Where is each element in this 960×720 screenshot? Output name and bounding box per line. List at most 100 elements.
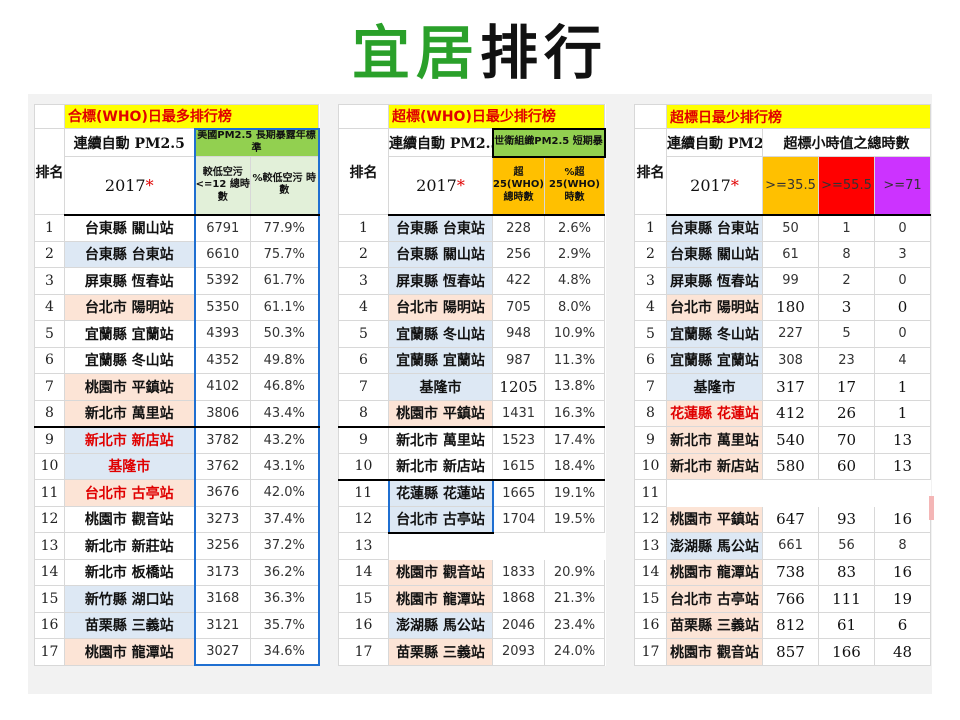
table-row: 9 新北市 萬里站 1523 17.4% [338, 426, 605, 454]
table-who-most-compliant: 合標(WHO)日最多排行榜 排名 連續自動 PM2.5 美國PM2.5 長期暴露… [34, 104, 320, 666]
hours-cell: 4393 [193, 320, 251, 348]
pct-cell: 21.3% [544, 585, 605, 613]
count-35-cell: 647 [762, 505, 819, 533]
station-cell [666, 479, 763, 507]
pct-cell: 2.6% [544, 214, 605, 242]
pct-cell: 11.3% [544, 346, 605, 374]
rank-cell: 17 [634, 638, 667, 666]
pct-cell: 34.6% [250, 638, 320, 666]
count-55-cell: 60 [818, 452, 875, 480]
pct-cell: 4.8% [544, 267, 605, 295]
count-35-cell: 308 [762, 346, 819, 374]
table-row: 10 新北市 新店站 1615 18.4% [338, 452, 605, 481]
table-row: 12 桃園市 平鎮站 647 93 16 [634, 505, 931, 533]
pct-cell: 50.3% [250, 320, 320, 348]
pct-cell: 24.0% [544, 638, 605, 666]
threshold-35-header: >=35.5 [762, 156, 819, 216]
station-cell: 花蓮縣 花蓮站 [666, 399, 763, 427]
count-71-cell: 19 [874, 585, 931, 613]
hours-cell [492, 532, 545, 560]
count-55-cell: 56 [818, 532, 875, 560]
rank-cell: 15 [634, 585, 667, 613]
slide-title: 宜居排行 [0, 6, 960, 90]
rank-cell: 3 [34, 267, 65, 295]
table-row: 4 台北市 陽明站 705 8.0% [338, 293, 605, 321]
rank-cell: 10 [338, 452, 389, 481]
threshold-71-header: >=71 [874, 156, 931, 216]
hours-cell: 3173 [193, 558, 251, 586]
count-55-cell: 1 [818, 214, 875, 242]
station-cell: 新北市 板橋站 [64, 558, 195, 586]
rank-cell: 14 [634, 558, 667, 586]
station-cell: 苗栗縣 三義站 [388, 638, 493, 666]
rank-cell: 3 [338, 267, 389, 295]
count-71-cell: 3 [874, 240, 931, 268]
rank-cell: 10 [634, 452, 667, 480]
table-row: 4 台北市 陽明站 5350 61.1% [34, 293, 320, 321]
count-35-cell: 738 [762, 558, 819, 586]
table-row: 7 基隆市 317 17 1 [634, 373, 931, 401]
hours-cell: 1868 [492, 585, 545, 613]
count-55-cell: 3 [818, 293, 875, 321]
station-cell: 新北市 萬里站 [666, 426, 763, 454]
year-cell: 2017* [666, 156, 763, 216]
count-55-cell: 17 [818, 373, 875, 401]
pct-cell: 17.4% [544, 426, 605, 454]
rank-header: 排名 [34, 128, 65, 215]
pct-cell: 20.9% [544, 558, 605, 586]
hours-cell: 5350 [193, 293, 251, 321]
pct-cell [544, 532, 605, 560]
count-55-cell: 5 [818, 320, 875, 348]
hours-cell: 3168 [193, 585, 251, 613]
station-cell: 台東縣 關山站 [666, 240, 763, 268]
pct-cell: 43.4% [250, 399, 320, 428]
count-55-cell: 8 [818, 240, 875, 268]
station-cell: 桃園市 平鎮站 [64, 373, 195, 401]
table-row: 16 苗栗縣 三義站 3121 35.7% [34, 611, 320, 639]
station-cell: 屏東縣 恆春站 [666, 267, 763, 295]
station-cell: 桃園市 觀音站 [64, 505, 195, 533]
col-hours-header: 超25(WHO) 總時數 [492, 156, 545, 216]
rank-cell: 6 [338, 346, 389, 374]
rank-cell: 17 [34, 638, 65, 666]
station-cell: 台東縣 台東站 [388, 214, 493, 242]
table-row: 15 新竹縣 湖口站 3168 36.3% [34, 585, 320, 613]
table-row: 15 桃園市 龍潭站 1868 21.3% [338, 585, 605, 613]
table-row: 5 宜蘭縣 宜蘭站 4393 50.3% [34, 320, 320, 348]
count-35-cell: 812 [762, 611, 819, 639]
pct-cell: 16.3% [544, 399, 605, 428]
count-71-cell: 8 [874, 532, 931, 560]
hours-cell: 3806 [193, 399, 251, 428]
table-row: 14 新北市 板橋站 3173 36.2% [34, 558, 320, 586]
pct-cell: 42.0% [250, 479, 320, 507]
pct-cell: 43.1% [250, 452, 320, 480]
pct-cell: 35.7% [250, 611, 320, 639]
hours-cell: 6610 [193, 240, 251, 268]
station-cell: 桃園市 觀音站 [666, 638, 763, 666]
table-row: 1 台東縣 台東站 228 2.6% [338, 214, 605, 242]
rank-cell: 8 [634, 399, 667, 427]
count-55-cell: 83 [818, 558, 875, 586]
pct-cell: 23.4% [544, 611, 605, 639]
count-71-cell [874, 479, 931, 507]
pct-cell: 37.2% [250, 532, 320, 560]
station-cell: 基隆市 [388, 373, 493, 401]
cell-fragment [929, 496, 934, 520]
station-cell: 新北市 萬里站 [64, 399, 195, 428]
station-cell: 澎湖縣 馬公站 [388, 611, 493, 639]
table-row: 16 澎湖縣 馬公站 2046 23.4% [338, 611, 605, 639]
rank-cell: 14 [34, 558, 65, 586]
table-row: 5 宜蘭縣 冬山站 948 10.9% [338, 320, 605, 348]
count-35-cell: 227 [762, 320, 819, 348]
table-row: 13 新北市 新莊站 3256 37.2% [34, 532, 320, 560]
count-55-cell: 70 [818, 426, 875, 454]
rank-cell: 9 [338, 426, 389, 454]
hours-cell: 705 [492, 293, 545, 321]
table-row: 13 [338, 532, 605, 560]
station-header: 連續自動 PM2.5 [666, 128, 763, 157]
rank-cell: 13 [634, 532, 667, 560]
station-cell: 台東縣 關山站 [64, 214, 195, 242]
rank-cell: 11 [338, 479, 389, 507]
rank-cell: 4 [634, 293, 667, 321]
table-row: 3 屏東縣 恆春站 5392 61.7% [34, 267, 320, 295]
